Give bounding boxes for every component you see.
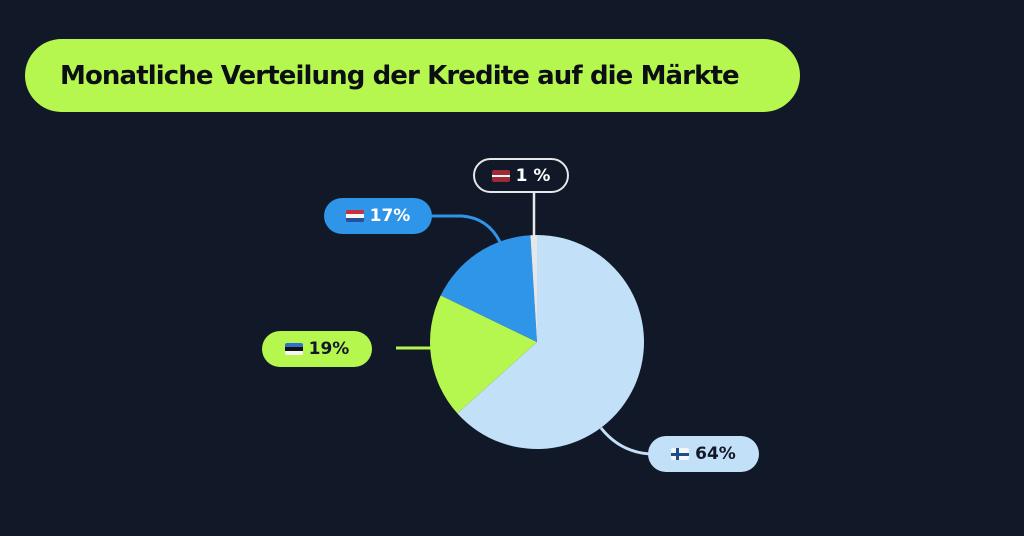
chart-title-pill: Monatliche Verteilung der Kredite auf di…: [25, 39, 800, 112]
label-finland: 64%: [648, 436, 759, 472]
label-netherlands: 17%: [324, 198, 432, 234]
label-latvia-value: 1 %: [515, 165, 551, 186]
label-estonia-value: 19%: [308, 339, 350, 359]
label-latvia: 1 %: [473, 158, 569, 193]
label-estonia: 19%: [262, 331, 372, 367]
pie-slice-estland: [430, 295, 537, 414]
connector-netherlands: [430, 214, 502, 243]
label-netherlands-value: 17%: [369, 206, 411, 226]
netherlands-flag-icon: [345, 210, 364, 222]
pie-slice-niederlande: [440, 235, 537, 342]
estonia-flag-icon: [284, 343, 303, 355]
chart-title: Monatliche Verteilung der Kredite auf di…: [60, 60, 740, 91]
connector-finland: [599, 427, 651, 456]
pie-slice-finnland: [457, 235, 645, 449]
pie-slice-lettland: [530, 235, 537, 342]
label-finland-value: 64%: [695, 444, 736, 464]
finland-flag-icon: [671, 448, 690, 460]
latvia-flag-icon: [491, 169, 510, 182]
